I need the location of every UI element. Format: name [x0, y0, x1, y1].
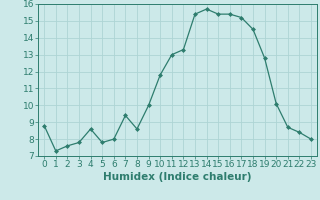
- X-axis label: Humidex (Indice chaleur): Humidex (Indice chaleur): [103, 172, 252, 182]
